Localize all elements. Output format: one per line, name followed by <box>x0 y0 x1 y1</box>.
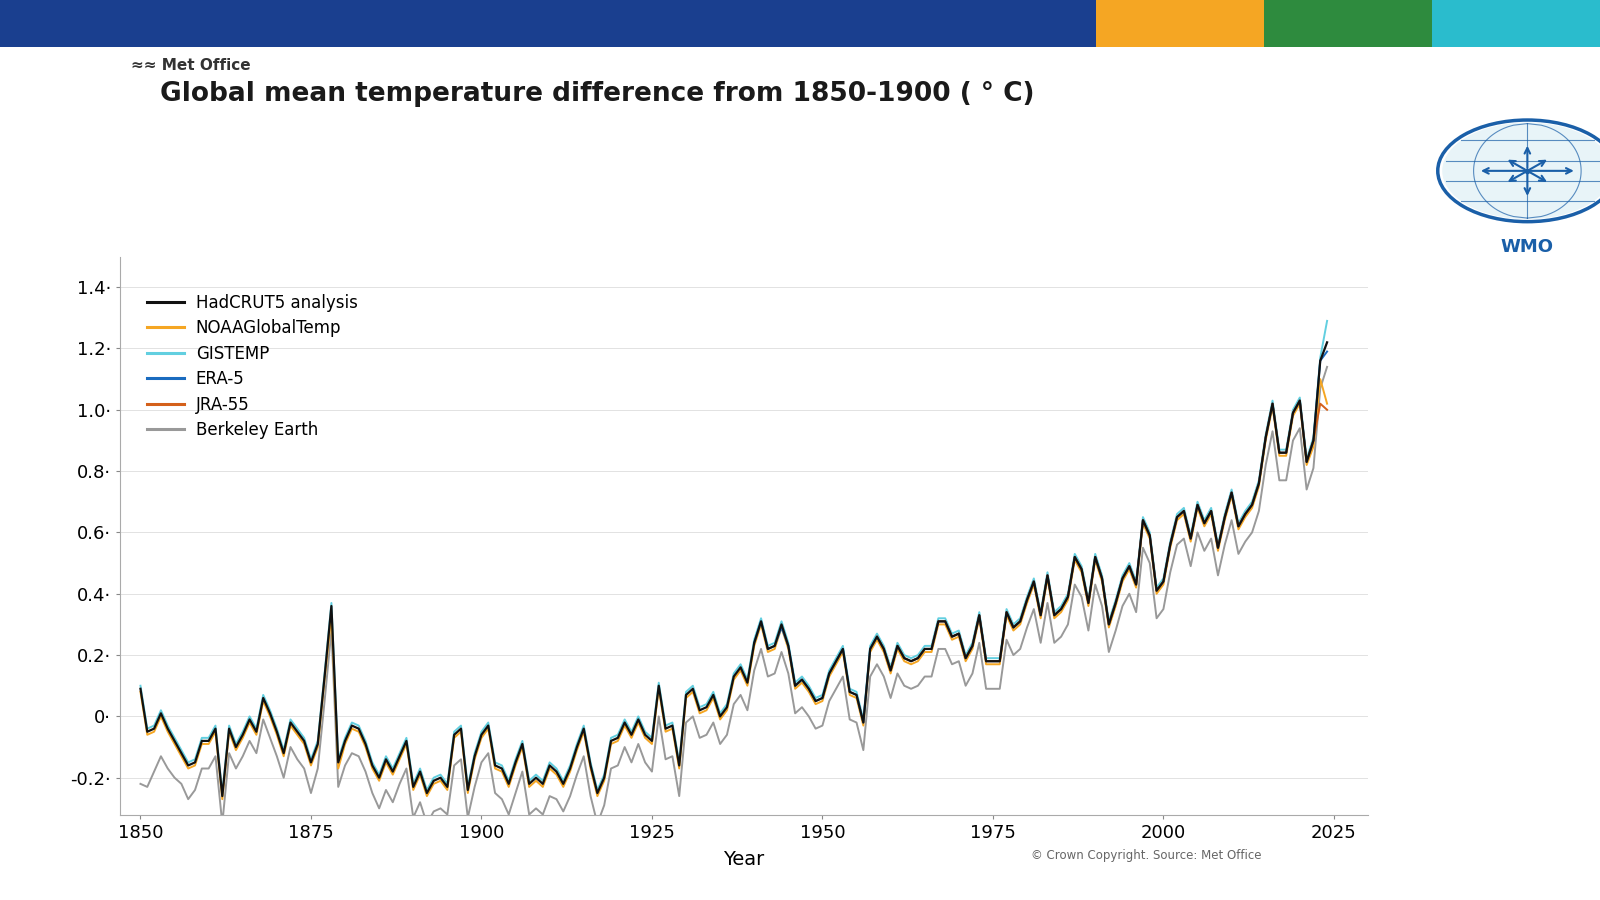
Berkeley Earth <box>1317 362 1336 373</box>
JRA-55 <box>1283 408 1302 418</box>
Berkeley Earth <box>1018 622 1037 633</box>
Text: © Crown Copyright. Source: Met Office: © Crown Copyright. Source: Met Office <box>1030 849 1261 862</box>
Line: GISTEMP: GISTEMP <box>141 321 1326 793</box>
JRA-55 <box>1290 395 1309 406</box>
Circle shape <box>1442 122 1600 219</box>
Bar <box>0 0 1096 47</box>
GISTEMP <box>131 680 150 691</box>
X-axis label: Year: Year <box>723 850 765 868</box>
Legend: HadCRUT5 analysis, NOAAGlobalTemp, GISTEMP, ERA-5, JRA-55, Berkeley Earth: HadCRUT5 analysis, NOAAGlobalTemp, GISTE… <box>141 287 365 446</box>
ERA-5 <box>928 616 947 626</box>
HadCRUT5 analysis <box>213 791 232 802</box>
HadCRUT5 analysis <box>1317 337 1336 347</box>
Berkeley Earth <box>554 806 573 817</box>
Line: HadCRUT5 analysis: HadCRUT5 analysis <box>141 342 1326 796</box>
HadCRUT5 analysis <box>1141 530 1160 541</box>
NOAAGlobalTemp <box>234 733 253 743</box>
Text: Global mean temperature difference from 1850-1900 ( ° C): Global mean temperature difference from … <box>160 81 1035 107</box>
Bar <box>1096 0 1264 47</box>
Berkeley Earth <box>131 778 150 789</box>
NOAAGlobalTemp <box>915 646 934 657</box>
Line: NOAAGlobalTemp: NOAAGlobalTemp <box>141 379 1326 799</box>
HadCRUT5 analysis <box>234 729 253 740</box>
GISTEMP <box>478 717 498 728</box>
NOAAGlobalTemp <box>1141 533 1160 544</box>
JRA-55 <box>1078 598 1098 608</box>
HadCRUT5 analysis <box>1018 595 1037 606</box>
NOAAGlobalTemp <box>1310 374 1330 384</box>
ERA-5 <box>744 637 763 648</box>
GISTEMP <box>915 641 934 652</box>
ERA-5 <box>949 628 968 639</box>
HadCRUT5 analysis <box>131 683 150 694</box>
Line: JRA-55: JRA-55 <box>877 400 1326 670</box>
Berkeley Earth <box>915 671 934 682</box>
JRA-55 <box>909 652 928 663</box>
ERA-5 <box>1317 346 1336 357</box>
JRA-55 <box>1058 591 1077 602</box>
NOAAGlobalTemp <box>131 687 150 698</box>
Berkeley Earth <box>213 818 232 829</box>
Bar <box>1432 0 1600 47</box>
ERA-5 <box>1290 395 1309 406</box>
Line: ERA-5: ERA-5 <box>754 352 1326 723</box>
ERA-5 <box>854 717 874 728</box>
GISTEMP <box>1141 527 1160 538</box>
Berkeley Earth <box>1141 558 1160 569</box>
JRA-55 <box>882 665 901 676</box>
HadCRUT5 analysis <box>915 644 934 654</box>
JRA-55 <box>1214 512 1234 523</box>
GISTEMP <box>1018 591 1037 602</box>
NOAAGlobalTemp <box>478 724 498 734</box>
Text: WMO: WMO <box>1501 238 1554 256</box>
GISTEMP <box>213 788 232 798</box>
Line: Berkeley Earth: Berkeley Earth <box>141 367 1326 824</box>
JRA-55 <box>1317 404 1336 415</box>
HadCRUT5 analysis <box>478 720 498 731</box>
JRA-55 <box>928 616 947 626</box>
HadCRUT5 analysis <box>554 778 573 789</box>
GISTEMP <box>234 726 253 737</box>
GISTEMP <box>554 776 573 787</box>
ERA-5 <box>1038 570 1058 580</box>
ERA-5 <box>922 644 941 654</box>
NOAAGlobalTemp <box>1317 399 1336 410</box>
NOAAGlobalTemp <box>213 794 232 805</box>
Bar <box>1264 0 1432 47</box>
Berkeley Earth <box>234 751 253 761</box>
Text: ≈≈ Met Office: ≈≈ Met Office <box>131 58 251 74</box>
JRA-55 <box>867 631 886 642</box>
NOAAGlobalTemp <box>554 781 573 792</box>
Berkeley Earth <box>478 748 498 759</box>
ERA-5 <box>840 687 859 698</box>
GISTEMP <box>1317 316 1336 327</box>
NOAAGlobalTemp <box>1018 598 1037 608</box>
